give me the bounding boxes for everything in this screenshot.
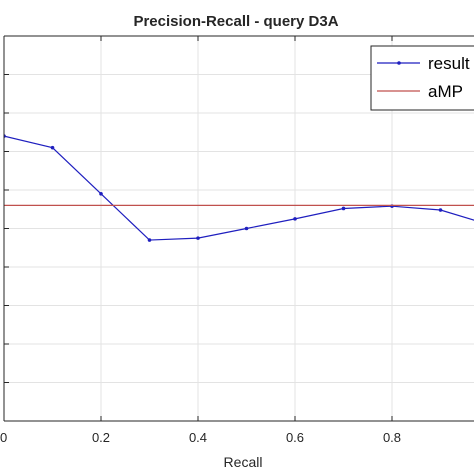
axes <box>3 35 474 422</box>
series-layer <box>4 134 474 242</box>
x-tick-label: 0.6 <box>286 430 304 445</box>
x-axis-label: Recall <box>224 454 263 470</box>
result-point <box>196 236 200 240</box>
result-point <box>293 217 297 221</box>
result-point <box>50 145 55 150</box>
legend-box <box>370 45 474 111</box>
result-point <box>438 208 443 212</box>
x-tick-label: 0.8 <box>383 430 401 445</box>
legend-marker <box>397 61 401 65</box>
x-tick-label: 0.2 <box>92 430 110 445</box>
result-point <box>244 226 249 231</box>
legend-label: result <box>428 54 470 73</box>
legend: result aMP <box>370 45 474 111</box>
x-tick-label: 0.4 <box>189 430 207 445</box>
x-tick-labels: 0 0.2 0.4 0.6 0.8 <box>0 430 401 445</box>
legend-label: aMP <box>428 82 463 101</box>
grid-lines <box>4 36 474 421</box>
x-tick-label: 0 <box>0 430 7 445</box>
result-point <box>99 192 103 196</box>
result-point <box>341 206 346 211</box>
chart-title: Precision-Recall - query D3A <box>133 13 338 30</box>
result-point <box>147 238 152 242</box>
